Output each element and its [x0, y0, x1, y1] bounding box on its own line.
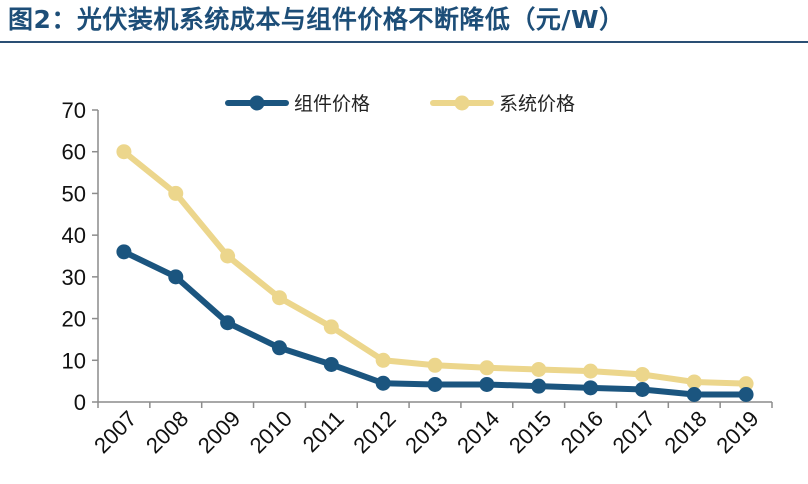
data-point — [583, 380, 599, 396]
legend-swatch-marker — [454, 95, 470, 111]
legend-label: 系统价格 — [499, 93, 575, 115]
chart-series — [116, 144, 754, 402]
legend-label: 组件价格 — [294, 93, 370, 115]
x-tick-label: 2018 — [659, 406, 711, 458]
x-tick-label: 2017 — [608, 406, 660, 458]
x-tick-label: 2013 — [400, 406, 452, 458]
data-point — [271, 290, 287, 306]
chart-legend: 组件价格 系统价格 — [225, 93, 575, 115]
x-tick-label: 2014 — [452, 406, 504, 458]
data-point — [738, 376, 754, 392]
data-point — [634, 366, 650, 382]
chart-axes — [97, 110, 772, 403]
x-tick-label: 2008 — [141, 406, 193, 458]
data-point — [479, 376, 495, 392]
data-point — [375, 375, 391, 391]
data-point — [479, 360, 495, 376]
data-point — [168, 269, 184, 285]
data-point — [427, 376, 443, 392]
data-point — [686, 386, 702, 402]
y-axis-ticks: 0 10 20 30 40 50 60 70 — [62, 98, 98, 415]
y-tick-label: 60 — [62, 140, 86, 165]
x-tick-label: 2015 — [504, 406, 556, 458]
x-axis-ticks: 2007 2008 2009 2010 2011 2012 2013 2014 2015 2016… — [89, 402, 773, 458]
y-tick-label: 40 — [62, 223, 86, 248]
data-point — [531, 378, 547, 394]
data-point — [738, 386, 754, 402]
data-point — [323, 356, 339, 372]
data-point — [323, 319, 339, 335]
data-point — [271, 340, 287, 356]
chart-title-bar: 图2：光伏装机系统成本与组件价格不断降低（元/W） — [0, 0, 808, 43]
y-tick-label: 0 — [74, 390, 86, 415]
data-point — [427, 357, 443, 373]
y-tick-label: 30 — [62, 265, 86, 290]
data-point — [116, 244, 132, 260]
data-point — [531, 361, 547, 377]
data-point — [583, 363, 599, 379]
x-tick-label: 2010 — [245, 406, 297, 458]
series-line — [120, 148, 750, 387]
data-point — [686, 374, 702, 390]
chart-title: 图2：光伏装机系统成本与组件价格不断降低（元/W） — [8, 5, 625, 34]
x-tick-label: 2007 — [89, 406, 141, 458]
x-tick-label: 2009 — [193, 406, 245, 458]
y-tick-label: 70 — [62, 98, 86, 123]
y-tick-label: 50 — [62, 181, 86, 206]
data-point — [220, 315, 236, 331]
legend-swatch-marker — [249, 95, 265, 111]
x-tick-label: 2019 — [711, 406, 763, 458]
title-underline — [0, 41, 808, 43]
data-point — [220, 248, 236, 264]
data-point — [116, 144, 132, 160]
data-point — [634, 381, 650, 397]
x-tick-label: 2012 — [348, 406, 400, 458]
x-tick-label: 2016 — [556, 406, 608, 458]
y-tick-label: 10 — [62, 348, 86, 373]
y-tick-label: 20 — [62, 307, 86, 332]
data-point — [375, 352, 391, 368]
data-point — [168, 185, 184, 201]
x-tick-label: 2011 — [298, 406, 349, 457]
